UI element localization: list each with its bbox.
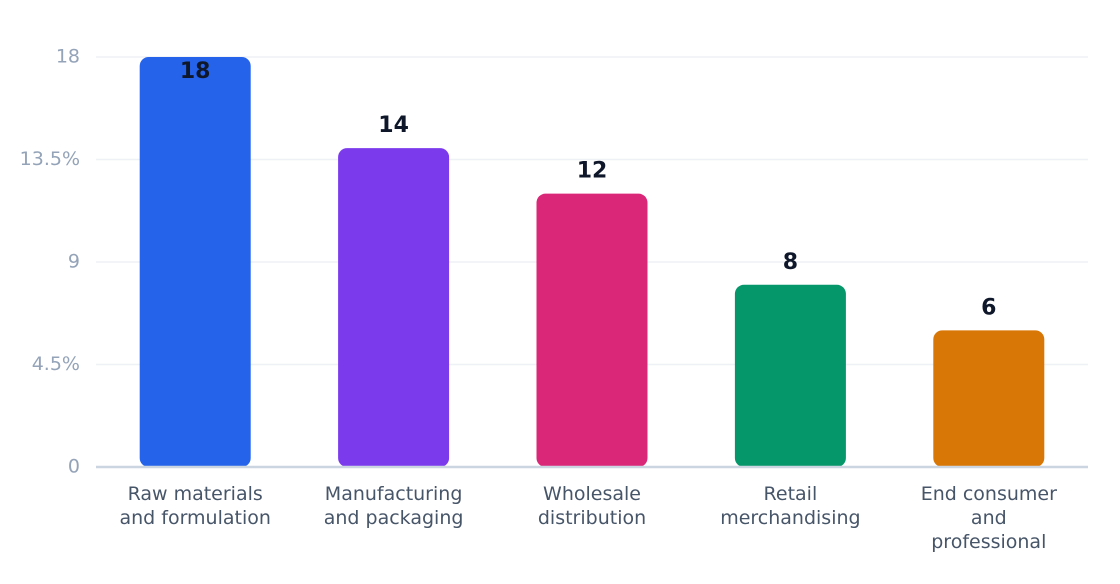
category-label-line: Wholesale [543,483,641,505]
category-label-line: End consumer [921,483,1057,505]
value-label: 8 [783,250,798,275]
category-label-line: Raw materials [128,483,263,505]
category-label-line: Retail [764,483,818,505]
value-labels: 18 14 12 8 6 [180,59,997,320]
y-tick-label: 13.5% [20,148,80,170]
bar [536,193,648,467]
category-label: Manufacturing and packaging [324,483,464,529]
category-label-line: distribution [538,507,646,529]
category-label: Wholesale distribution [538,483,646,529]
y-tick-label: 4.5% [32,353,80,375]
value-label: 12 [577,159,608,184]
bar [139,57,251,467]
category-label: Raw materials and formulation [119,483,270,529]
category-label-line: and packaging [324,507,464,529]
category-label-line: professional [931,531,1046,553]
y-tick-label: 18 [56,46,80,68]
bar [338,148,450,467]
value-label: 6 [981,295,996,320]
category-labels: Raw materials and formulation Manufacturin… [119,483,1057,553]
value-label: 14 [378,113,409,138]
y-axis-ticks: 0 4.5% 9 13.5% 18 [20,46,80,478]
category-label-line: and [971,507,1007,529]
bars [139,57,1045,467]
category-label: End consumer and professional [921,483,1057,553]
category-label-line: merchandising [720,507,860,529]
bar [734,284,846,467]
y-tick-label: 0 [68,456,80,478]
category-label: Retail merchandising [720,483,860,529]
bar [933,330,1045,467]
category-label-line: Manufacturing [325,483,463,505]
value-label: 18 [180,59,211,84]
category-label-line: and formulation [119,507,270,529]
y-tick-label: 9 [68,251,80,273]
